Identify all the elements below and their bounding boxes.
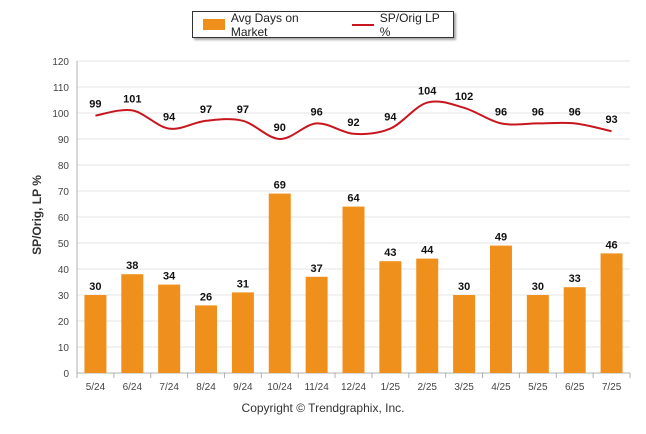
line-value-label: 94	[163, 112, 176, 124]
bar-value-label: 30	[458, 281, 470, 293]
x-tick-label: 7/24	[159, 382, 179, 393]
y-tick-label: 80	[58, 161, 70, 172]
y-tick-label: 10	[58, 343, 70, 354]
x-tick-label: 12/24	[341, 382, 366, 393]
bar	[195, 305, 218, 373]
bar	[563, 287, 586, 373]
bar	[342, 206, 365, 373]
line-value-label: 104	[418, 86, 437, 98]
bar-value-label: 30	[532, 281, 544, 293]
line-value-label: 94	[384, 112, 397, 124]
x-tick-label: 10/24	[267, 382, 292, 393]
bar-value-label: 34	[163, 271, 176, 283]
x-tick-label: 6/25	[565, 382, 585, 393]
y-tick-label: 40	[58, 265, 70, 276]
line-value-label: 102	[455, 91, 473, 103]
y-tick-label: 30	[58, 291, 70, 302]
line-value-label: 97	[200, 104, 212, 116]
bar	[268, 193, 291, 373]
bars-avg-days	[84, 193, 623, 373]
line-value-label: 96	[495, 106, 507, 118]
bar-value-label: 46	[605, 239, 617, 251]
legend: Avg Days on Market SP/Orig LP %	[192, 11, 454, 39]
bar-value-label: 49	[495, 232, 507, 244]
x-tick-label: 5/24	[86, 382, 106, 393]
y-tick-label: 90	[58, 135, 70, 146]
legend-line-swatch	[351, 23, 374, 26]
bar	[231, 292, 254, 373]
legend-item-bars[interactable]: Avg Days on Market	[193, 11, 338, 39]
legend-item-line[interactable]: SP/Orig LP %	[338, 11, 453, 39]
y-tick-label: 100	[52, 109, 69, 120]
x-tick-label: 1/25	[381, 382, 401, 393]
x-axis-ticks: 5/24 6/24 7/24 8/24 9/24 10/24 11/24 12/24 1/25 2…	[76, 373, 631, 393]
bar	[489, 245, 512, 373]
copyright-text: Copyright © Trendgraphix, Inc.	[241, 401, 405, 415]
bar	[526, 295, 549, 373]
y-tick-label: 60	[58, 213, 70, 224]
y-tick-label: 50	[58, 239, 70, 250]
x-tick-label: 11/24	[304, 382, 329, 393]
bar-value-label: 44	[421, 245, 434, 257]
y-tick-label: 20	[58, 317, 70, 328]
line-value-label: 97	[237, 104, 249, 116]
y-tick-label: 70	[58, 187, 70, 198]
x-tick-label: 5/25	[528, 382, 548, 393]
line-sp-orig	[95, 100, 612, 141]
legend-bar-label: Avg Days on Market	[230, 10, 299, 39]
data-labels: 30 38 34 26 31 69 37 64 43 44 30 49 30 33 46 99 101 94 97 9…	[89, 86, 617, 304]
bar	[453, 295, 476, 373]
x-tick-label: 7/25	[602, 382, 622, 393]
bar-value-label: 33	[569, 273, 581, 285]
bar	[416, 258, 439, 373]
bar-value-label: 26	[200, 291, 212, 303]
y-axis-label: SP/Orig, LP %	[30, 175, 44, 255]
bar-value-label: 37	[311, 263, 323, 275]
legend-bar-swatch	[203, 19, 225, 30]
y-tick-label: 0	[63, 369, 69, 380]
bar	[84, 295, 107, 373]
x-tick-label: 3/25	[454, 382, 474, 393]
line-value-label: 99	[89, 99, 101, 111]
x-tick-label: 9/24	[233, 382, 253, 393]
line-value-label: 96	[311, 106, 323, 118]
bar-value-label: 43	[384, 247, 396, 259]
bar	[121, 274, 144, 373]
series-line	[95, 100, 612, 141]
x-tick-label: 2/25	[417, 382, 437, 393]
line-value-label: 92	[347, 117, 359, 129]
line-value-label: 90	[274, 122, 286, 134]
y-tick-label: 110	[53, 83, 69, 94]
y-axis-ticks: 0 10 20 30 40 50 60 70 80 90 100 110 120	[52, 57, 69, 380]
x-tick-label: 6/24	[123, 382, 143, 393]
legend-line-label: SP/Orig LP %	[379, 10, 440, 39]
bar	[600, 253, 623, 373]
x-tick-label: 4/25	[491, 382, 511, 393]
y-tick-label: 120	[52, 57, 69, 68]
bar	[379, 261, 402, 373]
bar-value-label: 64	[347, 193, 360, 205]
bar	[305, 276, 328, 373]
bar-value-label: 30	[89, 281, 101, 293]
line-value-label: 101	[123, 93, 141, 105]
bar-value-label: 31	[237, 278, 249, 290]
bar-value-label: 38	[126, 260, 138, 272]
line-value-label: 93	[605, 114, 617, 126]
bar-value-label: 69	[274, 180, 286, 192]
x-tick-label: 8/24	[196, 382, 216, 393]
line-value-label: 96	[532, 106, 544, 118]
bar	[158, 284, 181, 373]
line-value-label: 96	[569, 106, 581, 118]
